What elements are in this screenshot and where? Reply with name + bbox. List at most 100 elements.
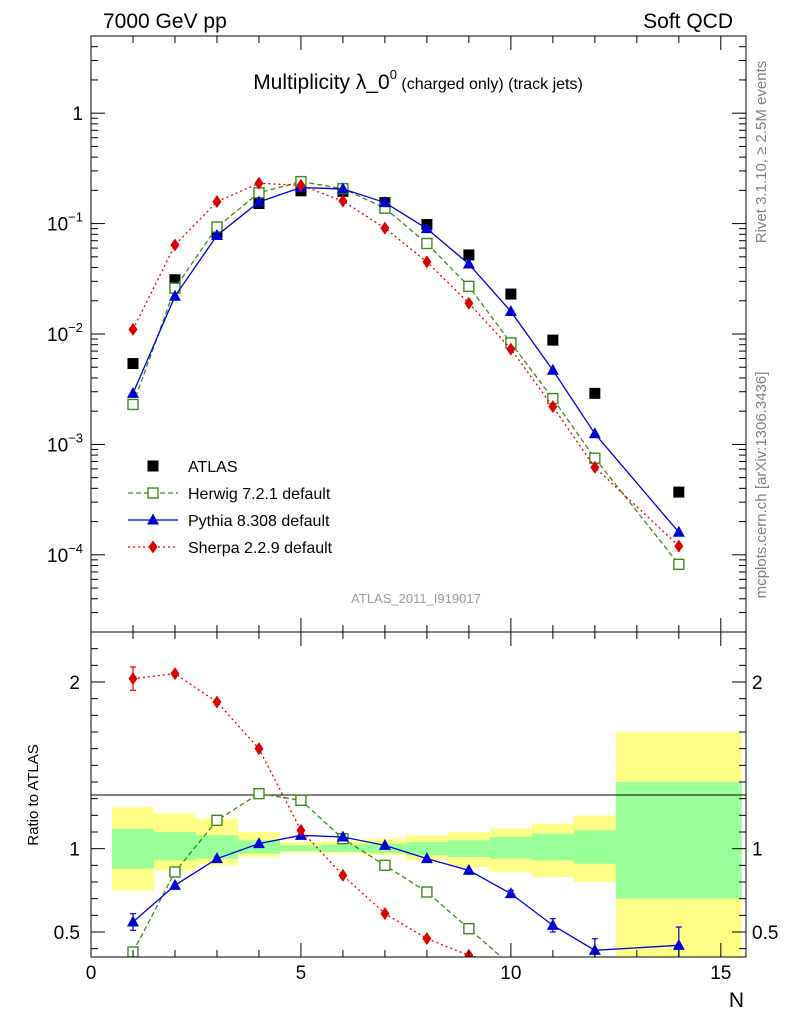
ratio-frame bbox=[90, 631, 747, 958]
series-herwig-7-2-1-default bbox=[127, 175, 685, 571]
ratio-data-point bbox=[463, 922, 475, 935]
data-point bbox=[589, 387, 601, 399]
legend-label: ATLAS bbox=[188, 459, 238, 476]
inner-uncertainty-band bbox=[279, 845, 322, 852]
main-y-tick-label: 1 bbox=[72, 104, 83, 125]
ratio-y-tick-label-right: 2 bbox=[752, 673, 763, 694]
data-point bbox=[504, 304, 517, 316]
ratio-y-tick-label-right: 1 bbox=[752, 840, 763, 861]
data-point bbox=[420, 222, 433, 234]
inner-uncertainty-band bbox=[111, 828, 154, 869]
ratio-data-point bbox=[252, 837, 265, 849]
data-point bbox=[128, 322, 138, 336]
ratio-series-sherpa-2-2-9-default bbox=[128, 666, 683, 992]
ratio-data-point bbox=[126, 915, 139, 927]
ratio-data-point bbox=[380, 907, 390, 921]
data-point bbox=[296, 178, 306, 192]
data-point bbox=[169, 274, 181, 286]
data-point bbox=[422, 255, 432, 269]
legend-entry-herwig-7-2-1-default: Herwig 7.2.1 default bbox=[128, 486, 331, 503]
main-y-tick-label: 10−1 bbox=[47, 210, 83, 236]
ratio-data-point bbox=[590, 985, 600, 995]
inner-uncertainty-band bbox=[405, 842, 448, 856]
main-y-tick-label: 10−2 bbox=[47, 320, 83, 346]
series-atlas bbox=[127, 185, 685, 498]
x-tick-label: 0 bbox=[86, 963, 97, 984]
data-point bbox=[547, 334, 559, 346]
ratio-data-point bbox=[170, 667, 180, 681]
inner-uncertainty-band bbox=[489, 837, 532, 859]
ratio-data-point bbox=[674, 979, 683, 992]
ratio-data-point bbox=[421, 886, 433, 898]
ratio-data-point bbox=[504, 887, 517, 899]
legend-label: Sherpa 2.2.9 default bbox=[188, 540, 333, 557]
main-y-tick-base: 1 bbox=[72, 104, 83, 125]
main-y-tick-exponent: −4 bbox=[68, 541, 83, 556]
inner-uncertainty-band bbox=[195, 835, 238, 859]
main-y-tick-label: 10−4 bbox=[47, 541, 83, 567]
x-tick-label: 5 bbox=[296, 963, 307, 984]
x-tick-label: 15 bbox=[710, 963, 731, 984]
ratio-panel: 0 5 10 15 2 2 1 1 0.5 0.5 bbox=[54, 631, 778, 1000]
plot-title-main: Multiplicity λ_0 bbox=[253, 71, 390, 94]
ratio-data-point bbox=[422, 932, 432, 946]
uncertainty-bands bbox=[111, 732, 742, 957]
main-panel: 110−110−210−310−4 bbox=[47, 35, 747, 633]
ratio-data-point bbox=[546, 918, 559, 930]
data-point bbox=[338, 194, 348, 208]
legend-marker bbox=[147, 513, 159, 525]
ratio-data-point bbox=[295, 794, 307, 807]
ratio-data-point bbox=[672, 938, 685, 950]
ratio-data-point bbox=[211, 814, 223, 827]
main-axes: 110−110−210−310−4 bbox=[47, 35, 746, 633]
ratio-data-point bbox=[674, 990, 684, 1000]
data-point bbox=[673, 486, 685, 498]
plot-title: Multiplicity λ_00 (charged only) (track … bbox=[253, 67, 583, 94]
inner-uncertainty-band bbox=[153, 832, 196, 861]
main-y-tick-exponent: −3 bbox=[68, 430, 83, 445]
x-tick-label: 10 bbox=[500, 963, 521, 984]
inner-uncertainty-band bbox=[321, 844, 364, 852]
rivet-version-label: Rivet 3.1.10, ≥ 2.5M events bbox=[753, 61, 770, 244]
ratio-data-point bbox=[169, 866, 181, 878]
legend: ATLAS Herwig 7.2.1 default Pythia 8.308 de… bbox=[128, 459, 333, 557]
data-point bbox=[378, 196, 391, 208]
data-point bbox=[546, 363, 559, 375]
data-point bbox=[548, 400, 558, 414]
legend-entry-pythia-8-308-default: Pythia 8.308 default bbox=[128, 513, 330, 530]
series-sherpa-2-2-9-default bbox=[128, 176, 684, 553]
main-y-tick-base: 10 bbox=[47, 215, 68, 236]
ratio-data-point bbox=[379, 859, 391, 872]
data-point bbox=[463, 280, 475, 293]
series-pythia-8-308-default bbox=[126, 181, 685, 537]
ratio-data-point bbox=[336, 830, 349, 842]
data-point bbox=[672, 525, 685, 537]
ratio-data-point bbox=[210, 852, 223, 864]
ratio-y-tick-label: 2 bbox=[69, 673, 80, 694]
data-point bbox=[210, 229, 223, 241]
data-point bbox=[254, 176, 264, 190]
mcplots-reference-label: mcplots.cern.ch [arXiv:1306.3436] bbox=[753, 372, 770, 599]
ratio-data-point bbox=[548, 975, 558, 985]
ratio-y-tick-label: 1 bbox=[69, 840, 80, 861]
plot-title-sup: 0 bbox=[390, 67, 397, 82]
ratio-data-point bbox=[588, 943, 601, 955]
data-point bbox=[170, 238, 180, 252]
energy-label: 7000 GeV pp bbox=[103, 10, 227, 33]
ratio-data-point bbox=[420, 852, 433, 864]
process-label: Soft QCD bbox=[643, 10, 733, 33]
legend-entry-sherpa-2-2-9-default: Sherpa 2.2.9 default bbox=[128, 540, 333, 557]
data-point bbox=[464, 296, 474, 310]
legend-label: Herwig 7.2.1 default bbox=[188, 486, 331, 503]
ratio-series-layer bbox=[126, 666, 685, 1000]
legend-entry-atlas: ATLAS bbox=[147, 459, 238, 476]
data-point bbox=[505, 288, 517, 300]
ratio-y-tick-label: 0.5 bbox=[54, 923, 80, 944]
legend-marker bbox=[147, 460, 159, 472]
ratio-data-point bbox=[128, 672, 138, 686]
main-y-tick-base: 10 bbox=[47, 546, 68, 567]
data-point bbox=[126, 386, 139, 398]
ratio-data-point bbox=[212, 695, 222, 709]
data-point bbox=[673, 558, 685, 571]
